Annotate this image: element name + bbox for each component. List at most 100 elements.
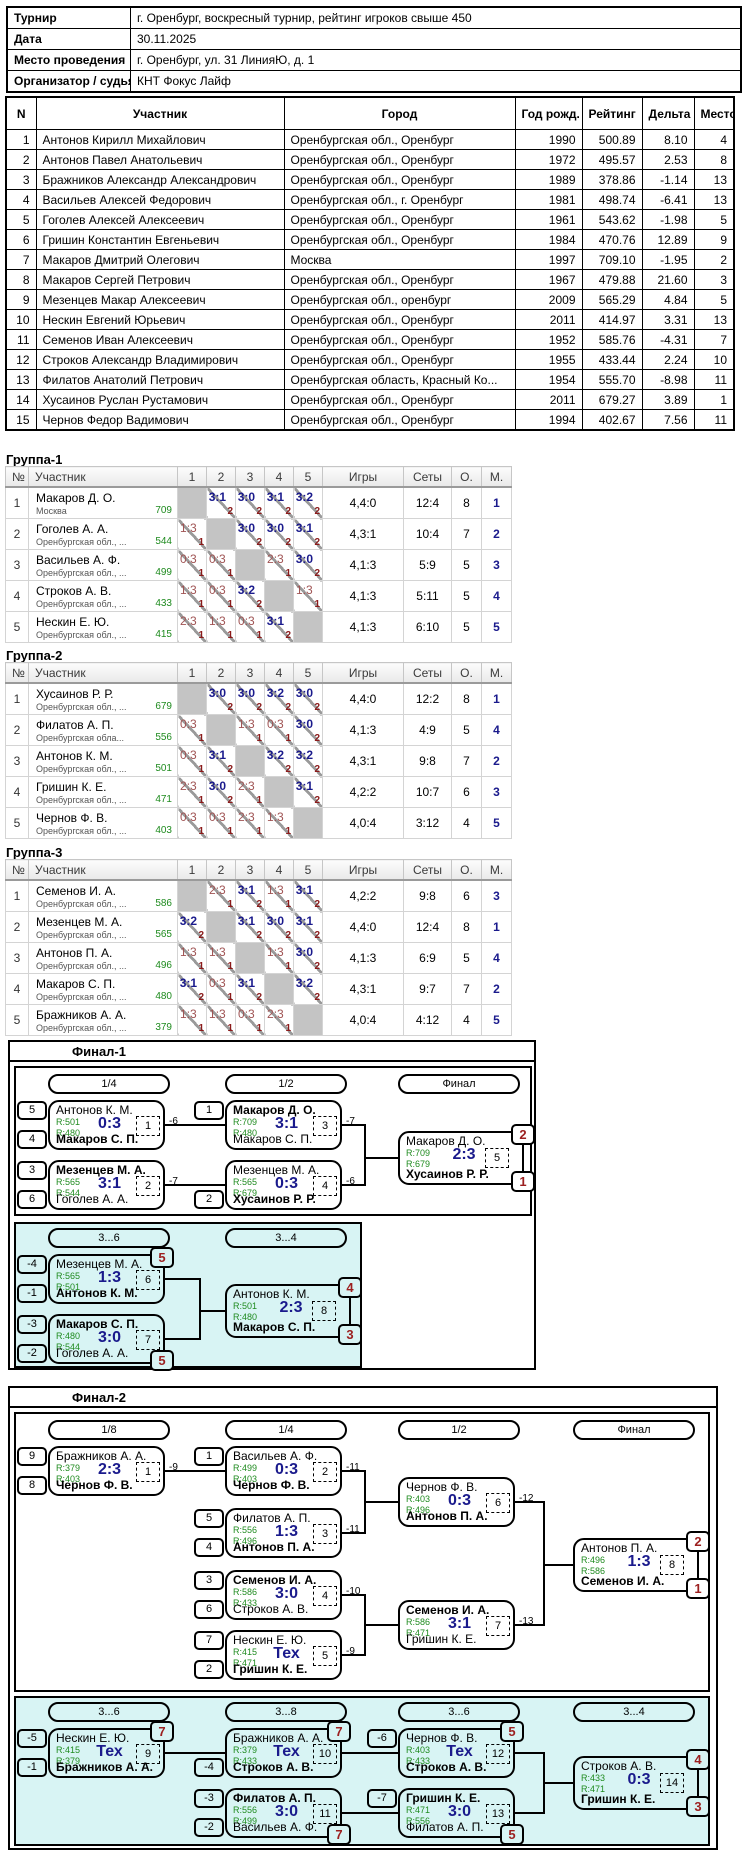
participants: N Участник Город Год рожд. Рейтинг Дельта Мест… [5,96,735,431]
player-name: Антонов П. А. [233,1540,315,1554]
player-rating: R:556 [233,1525,258,1535]
participant-rating: 556 [155,731,172,743]
participant-rating: 433 [155,597,172,609]
cell-score: 3:1 2 [235,879,265,912]
score-points: 1 [256,733,262,744]
score-value: 3:1 [295,914,314,928]
score-points: 1 [256,795,262,806]
match-box [573,1756,699,1810]
cell-city: Оренбургская область, Красный Ко... [283,369,516,390]
cell-n: 5 [5,807,29,839]
cell-name: Чернов Федор Вадимович [35,409,285,431]
place-badge: 7 [327,1824,351,1845]
score-value: 0:3 [180,748,197,762]
round-label: Финал [398,1074,520,1094]
match: Семенов И. А. R:586 R:471 Гришин К. Е. 3:1 7 [398,1600,515,1650]
cell-participant: Семенов И. А. Оренбургская обл., ... 586 [28,879,178,912]
cell-o: 5 [451,549,482,581]
participant-rating: 709 [155,504,172,516]
player-name: Васильев А. Ф. [233,1820,318,1834]
participant-name: Нескин Е. Ю. [36,614,110,629]
table-row: 4 Васильев Алексей Федорович Оренбургская … [5,189,735,210]
player-name: Макаров С. П. [233,1320,316,1334]
cell-rating: 498.74 [581,189,643,210]
cell-score: 3:0 2 [235,518,265,550]
player-name: Антонов П. А. [581,1541,658,1555]
score-points: 2 [314,702,320,713]
cell-n: 1 [5,486,29,519]
group-column-header: 2 [206,859,236,881]
column-header: Город [283,96,516,130]
score-points: 2 [256,599,262,610]
score-value: 2:3 [180,614,197,628]
match-number: 7 [486,1616,510,1636]
seed-box: 2 [194,1660,224,1679]
player-name: Филатов А. П. [233,1791,316,1805]
score-points: 1 [198,599,204,610]
group-column-header: 4 [264,466,294,488]
score-value: 3:0 [295,552,314,566]
match: -3 -2 Макаров С. П. R:480 R:544 Гоголев А. А.… [17,1314,174,1371]
cell-delta: -4.31 [641,329,695,350]
score-value: 0:3 [180,810,197,824]
cell-games: 4,3:1 [322,518,404,550]
score-points: 2 [314,899,320,910]
info-value: г. Оренбург, ул. 31 ЛинияЮ, д. 1 [130,49,742,71]
participant-city: Оренбургская обл., ... [36,1022,127,1033]
score-points: 2 [285,506,291,517]
player-name: Филатов А. П. [406,1820,484,1834]
group-title: Группа-2 [6,648,63,663]
round-label: 3...8 [225,1702,347,1722]
loser-ref: -10 [346,1586,361,1597]
info-row: Турнир г. Оренбург, воскресный турнир, ре… [6,6,742,29]
match: Антонов К. М. R:501 R:480 Макаров С. П. 2:3 8… [225,1277,362,1345]
cell-city: Оренбургская обл., Оренбург [283,349,516,370]
score-value: 2:3 [180,779,197,793]
cell-score: 3:2 2 [293,745,323,777]
cell-name: Васильев Алексей Федорович [35,189,285,210]
cell-n: 4 [5,973,29,1005]
cell-score: 3:1 2 [293,518,323,550]
place-badge: 4 [338,1277,362,1298]
cell-self [264,973,294,1005]
player-name: Чернов Ф. В. [56,1478,133,1492]
round-label: 3...6 [398,1702,520,1722]
player-rating: R:679 [233,1188,258,1198]
bracket-line [342,1532,366,1534]
match-score: 2:3 [452,1146,476,1163]
place-badge: 7 [150,1721,174,1742]
bracket-line [342,1752,398,1754]
bracket-line [165,1752,225,1754]
cell-n: 8 [5,269,37,290]
info-label: Место проведения [6,49,131,71]
table-row: 8 Макаров Сергей Петрович Оренбургская обл… [5,269,735,290]
cell-delta: 2.24 [641,349,695,370]
cell-rating: 433.44 [581,349,643,370]
participant-city: Оренбургская обл., ... [36,536,127,547]
match-box [225,1284,351,1338]
cell-name: Антонов Кирилл Михайлович [35,129,285,150]
cell-self [206,911,236,943]
score-points: 1 [198,826,204,837]
participant-name: Строков А. В. [36,583,112,598]
match-score: Тех [273,1743,300,1760]
player-rating: R:403 [406,1494,431,1504]
match-number: 4 [313,1586,337,1606]
seed-box: 1 [194,1447,224,1466]
score-points: 1 [198,961,204,972]
player-rating: R:403 [406,1745,431,1755]
player-rating: R:433 [233,1598,258,1608]
cell-participant: Бражников А. А. Оренбургская обл., ... 379 [28,1004,178,1036]
cell-n: 10 [5,309,37,330]
cell-n: 3 [5,942,29,974]
score-points: 1 [285,899,291,910]
match-number: 12 [486,1744,510,1764]
player-rating: R:480 [233,1128,258,1138]
group-column-header: № [5,466,29,488]
participant-name: Гришин К. Е. [36,779,107,794]
cell-name: Макаров Дмитрий Олегович [35,249,285,270]
score-points: 1 [198,795,204,806]
score-points: 2 [314,764,320,775]
loser-ref: -7 [169,1176,178,1187]
loser-ref: -9 [346,1646,355,1657]
